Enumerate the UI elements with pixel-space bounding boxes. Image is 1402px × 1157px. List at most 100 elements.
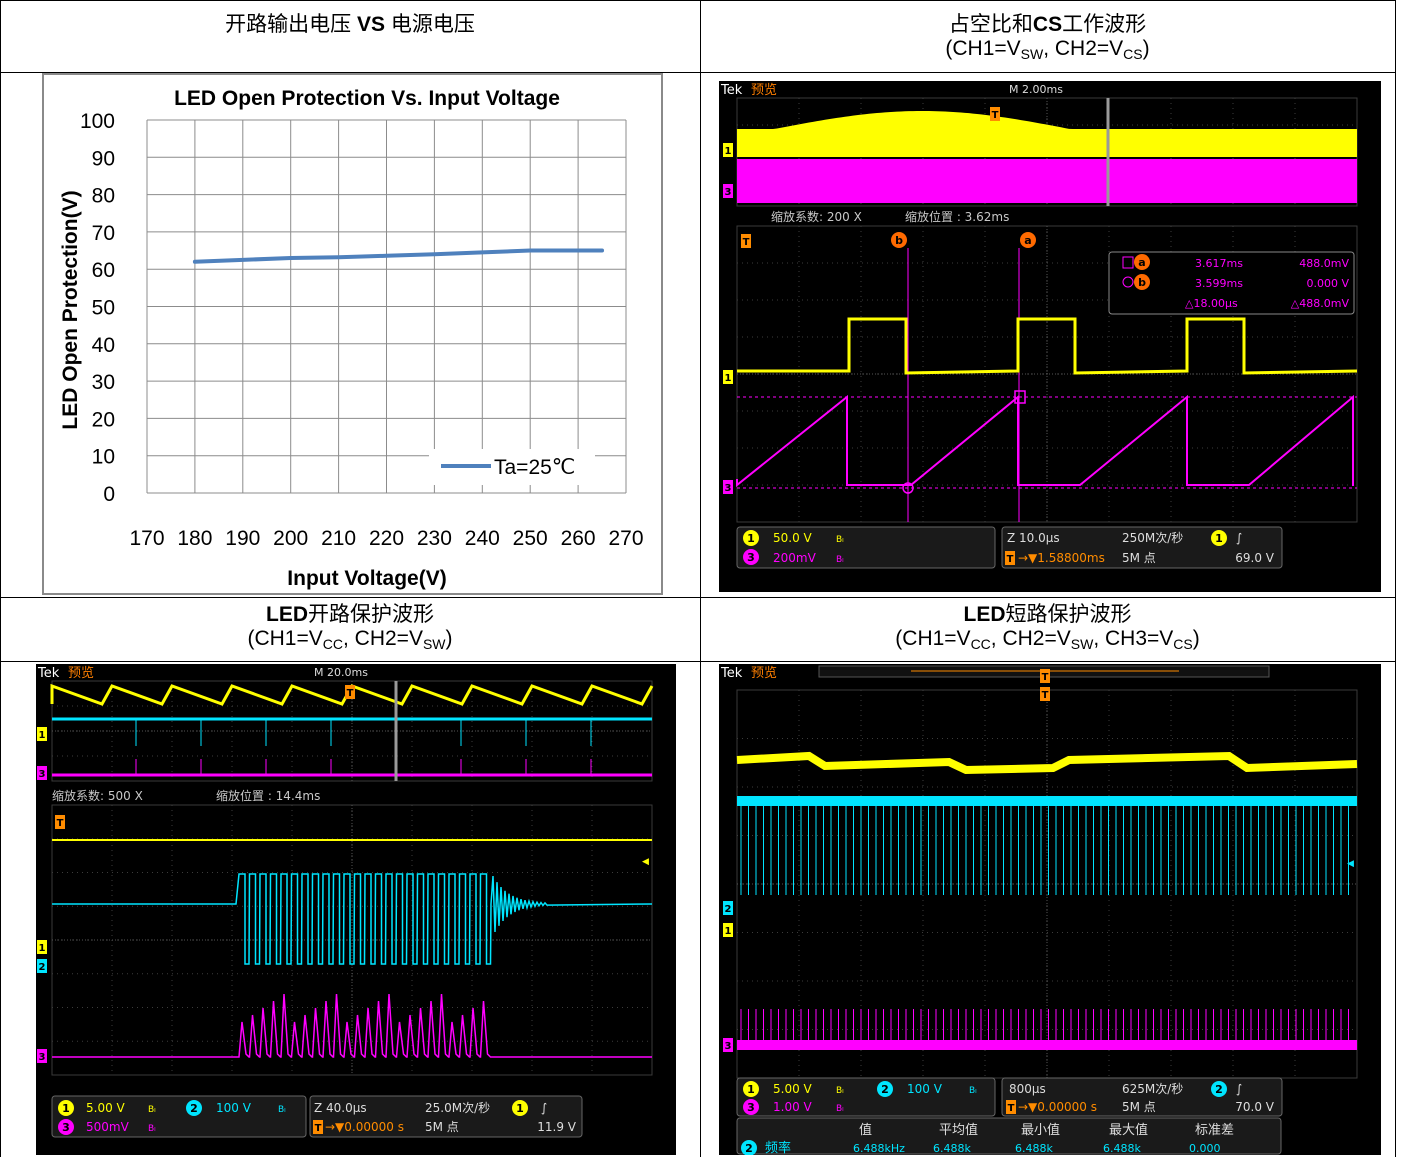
trig-pos-marker-label: T: [1008, 1103, 1015, 1114]
cursor-a-badge: [1020, 232, 1036, 248]
trigger-slope-icon: ∫: [541, 1101, 547, 1115]
ch2-bw: Bₗ: [278, 1105, 286, 1115]
ch1-waveform: [736, 751, 1358, 775]
y-tick-label: 60: [92, 259, 115, 282]
cursor-a-badge-label: a: [1024, 234, 1031, 247]
trigger-marker: [741, 234, 751, 248]
measurement-header: 值: [859, 1122, 872, 1138]
ch1-badge-label: 1: [62, 1102, 70, 1115]
trigger-marker: [55, 815, 65, 829]
scope-mode: 预览: [751, 82, 777, 98]
cursor-b-time: 3.599ms: [1195, 277, 1243, 290]
measurement-header: 标准差: [1195, 1123, 1234, 1138]
trigger-marker-top-label: T: [347, 688, 354, 699]
measurement-value: 0.000: [1189, 1142, 1221, 1155]
x-tick-label: 180: [177, 527, 212, 550]
ch1-waveform: [737, 317, 1358, 375]
ch1-marker-label: 1: [725, 373, 732, 384]
sample-rate: 625M次/秒: [1122, 1082, 1183, 1096]
ch1-badge-label: 1: [747, 1083, 755, 1096]
zoom-position: 缩放位置 : 3.62ms: [905, 209, 1009, 224]
scope-led-short: Tek 预览 T T 2 1 3 ◀ 1 5.00 V Bₗ 2 100 V Bₗ 3 1.00 V Bₗ 800…: [719, 664, 1381, 1155]
ch1-badge: [58, 1100, 74, 1116]
scope-brand: Tek: [37, 666, 60, 681]
ch3-marker-top: [37, 766, 47, 780]
trigger-marker-top: [1040, 669, 1050, 683]
cursor-b-value: 0.000 V: [1306, 277, 1349, 290]
cursor-delta-time: △18.00μs: [1185, 297, 1238, 310]
ch1-marker: [37, 940, 47, 954]
ch3-marker-top: [723, 184, 733, 198]
trig-pos-marker-label: T: [1007, 554, 1014, 565]
x-tick-label: 200: [273, 527, 308, 550]
cursor-b-badge-label: b: [895, 234, 903, 247]
ch1-badge: [743, 530, 759, 546]
cursor-b-circle-icon: [1122, 276, 1134, 288]
channel-status-panel: [51, 1095, 307, 1138]
record-length: 5M 点: [425, 1120, 459, 1134]
ch3-marker-label: 3: [39, 1052, 46, 1063]
x-tick-label: 220: [369, 527, 404, 550]
ch3-bw: Bₗ: [148, 1124, 156, 1134]
chart-ylabel: LED Open Protection(V): [59, 190, 82, 429]
trigger-marker-top: [990, 107, 1000, 121]
cursor-a-box: [1014, 390, 1026, 404]
trig-source-badge: [512, 1100, 528, 1116]
ch3-marker-top-label: 3: [39, 769, 46, 780]
ch1-badge: [743, 1081, 759, 1097]
trigger-marker-label: T: [743, 237, 750, 248]
sample-rate: 250M次/秒: [1122, 531, 1183, 545]
trig-source-badge-label: 1: [1215, 532, 1223, 545]
scope-duty-cycle: Tek 预览 M 2.00ms T 1 3 缩放系数: 200 X 缩放位置 : 3.62ms…: [719, 81, 1381, 592]
ch1-scale: 50.0 V: [773, 531, 813, 545]
ch3-badge: [743, 1099, 759, 1115]
trigger-position: →▼0.00000 s: [1018, 1100, 1097, 1114]
trigger-level: 69.0 V: [1235, 551, 1275, 565]
ch2-bw: Bₗ: [969, 1086, 977, 1096]
scope-mode: 预览: [68, 665, 94, 681]
trigger-marker-top-label: T: [1042, 672, 1049, 683]
x-tick-label: 250: [513, 527, 548, 550]
trigger-level: 11.9 V: [537, 1120, 577, 1134]
channel-status-panel: [736, 1077, 996, 1117]
ch1-marker-top: [723, 143, 733, 157]
scope-mode: 预览: [751, 665, 777, 681]
zoom-factor: 缩放系数: 200 X: [771, 209, 862, 224]
measurement-header: 最小值: [1021, 1122, 1060, 1138]
ch3-bw: Bₗ: [836, 555, 844, 565]
caption-open-voltage: 开路输出电压 VS 电源电压: [225, 13, 475, 36]
meas-source-badge: [741, 1140, 757, 1155]
cursor-b-badge: [891, 232, 907, 248]
ch2-badge-label: 2: [881, 1083, 889, 1096]
trig-pos-marker: [1005, 551, 1015, 565]
ch3-marker: [723, 480, 733, 494]
trigger-marker-label: T: [1042, 690, 1049, 701]
readout-a-badge: [1134, 254, 1150, 270]
meas-source-badge-label: 2: [745, 1142, 753, 1155]
trigger-marker-label: T: [57, 818, 64, 829]
trigger-level: 70.0 V: [1235, 1100, 1275, 1114]
x-tick-label: 260: [561, 527, 596, 550]
trigger-level-arrow: ◀: [642, 857, 649, 867]
zoom-timebase: Z 40.0μs: [314, 1101, 367, 1115]
ch2-waveform: [52, 873, 653, 965]
caption-led-open: LED开路保护波形 (CH1=VCC, CH2=VSW): [247, 603, 453, 652]
ch2-badge: [186, 1100, 202, 1116]
channel-status-panel: [736, 526, 996, 569]
scope-brand: Tek: [720, 666, 743, 681]
cursor-a-time: 3.617ms: [1195, 257, 1243, 270]
ch3-badge-label: 3: [747, 1101, 755, 1114]
y-tick-label: 0: [103, 483, 115, 506]
measurement-label: 频率: [765, 1140, 791, 1155]
readout-b-badge: [1134, 274, 1150, 290]
line-chart: LED Open Protection Vs. Input Voltage In…: [42, 73, 663, 595]
ch1-bw: Bₗ: [148, 1105, 156, 1115]
ch3-scale: 500mV: [86, 1120, 130, 1134]
ch1-scale: 5.00 V: [773, 1082, 813, 1096]
measurement-value: 6.488kHz: [853, 1142, 905, 1155]
zoom-position: 缩放位置 : 14.4ms: [216, 788, 320, 803]
x-tick-label: 190: [225, 527, 260, 550]
cursor-b-circle: [902, 482, 914, 494]
ch3-marker: [723, 1038, 733, 1052]
ch3-badge-label: 3: [747, 551, 755, 564]
